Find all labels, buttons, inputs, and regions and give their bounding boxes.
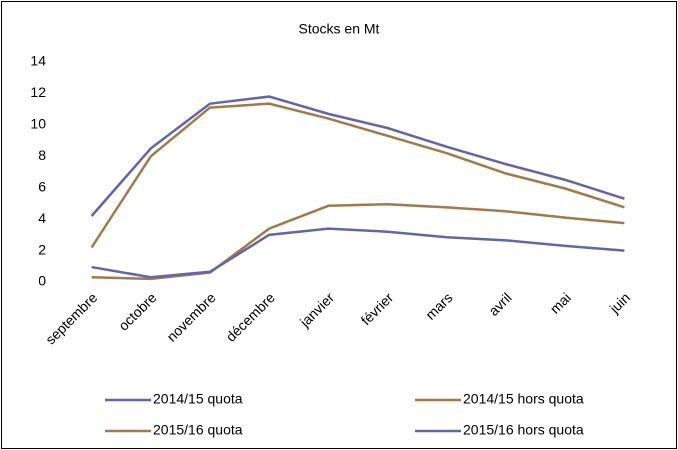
x-tick-label: octobre <box>115 289 159 333</box>
x-tick-label: décembre <box>223 289 278 344</box>
y-tick-label: 2 <box>38 241 46 257</box>
x-tick-label: mai <box>547 289 574 316</box>
series-line <box>91 227 625 279</box>
x-tick-label: avril <box>485 289 514 318</box>
legend-label: 2014/15 hors quota <box>463 391 584 407</box>
x-tick-label: septembre <box>42 289 100 347</box>
y-tick-label: 10 <box>30 116 46 132</box>
legend-label: 2014/15 quota <box>153 391 243 407</box>
y-tick-label: 12 <box>30 84 46 100</box>
y-tick-label: 6 <box>38 178 46 194</box>
legend-label: 2015/16 quota <box>153 422 243 438</box>
series-line <box>91 202 625 281</box>
x-tick-label: janvier <box>296 289 337 330</box>
y-tick-label: 4 <box>38 210 46 226</box>
chart-title: Stocks en Mt <box>299 21 380 37</box>
series-line <box>90 95 625 217</box>
y-tick-label: 8 <box>38 147 46 163</box>
y-tick-label: 14 <box>30 53 46 69</box>
legend-label: 2015/16 hors quota <box>463 422 584 438</box>
x-tick-label: juin <box>606 289 633 316</box>
x-tick-label: mars <box>422 289 455 322</box>
series-line <box>90 102 625 249</box>
x-tick-label: novembre <box>163 289 218 344</box>
x-tick-label: février <box>358 289 397 328</box>
y-tick-label: 0 <box>38 273 46 289</box>
